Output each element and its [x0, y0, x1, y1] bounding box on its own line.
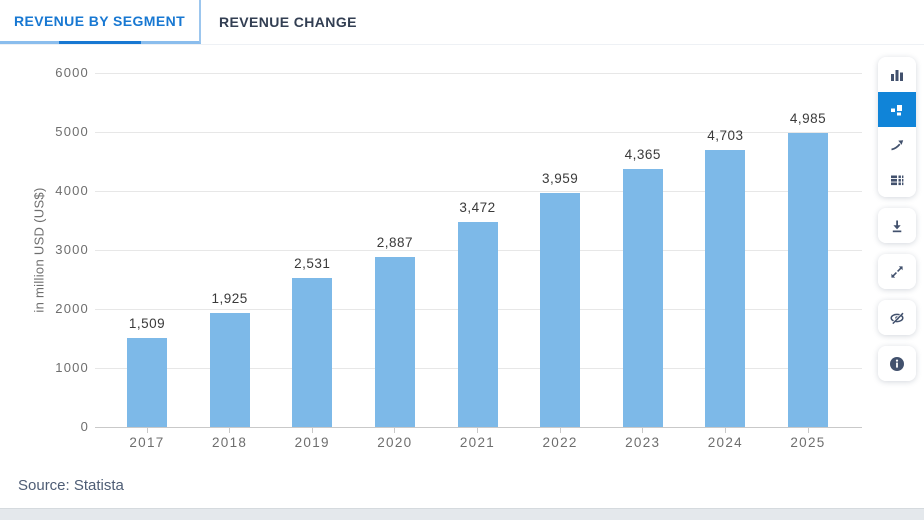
data-table-icon [891, 175, 904, 185]
trend-line-icon [891, 139, 904, 150]
bar[interactable] [374, 257, 415, 427]
y-tick-label: 2000 [55, 301, 89, 316]
fullscreen-expand-icon [891, 265, 903, 278]
y-tick-label: 3000 [55, 242, 89, 257]
y-tick-label: 6000 [55, 65, 89, 80]
x-axis-tick [724, 428, 726, 433]
fullscreen-button[interactable] [878, 254, 916, 289]
x-tick-label: 2017 [129, 435, 165, 450]
y-tick-label: 4000 [55, 183, 89, 198]
bar-value-label: 2,531 [294, 256, 331, 271]
x-axis-tick [807, 428, 809, 433]
bar-value-label: 1,925 [211, 291, 248, 306]
bar[interactable] [705, 150, 746, 427]
tab-revenue-change[interactable]: REVENUE CHANGE [201, 0, 387, 44]
tab-bar: REVENUE BY SEGMENT REVENUE CHANGE [0, 0, 924, 45]
info-group [878, 346, 916, 381]
x-tick-label: 2019 [294, 435, 330, 450]
bar-chart: in million USD (US$) 0 1000 2000 3000 4000 50… [0, 44, 870, 464]
download-icon [892, 220, 902, 232]
x-tick-label: 2023 [625, 435, 661, 450]
x-axis-tick [146, 428, 148, 433]
x-axis-tick [229, 428, 231, 433]
x-tick-label: 2021 [459, 435, 496, 450]
x-tick-label: 2025 [790, 435, 826, 450]
bar-value-label: 3,959 [541, 171, 579, 186]
bar-value-label: 2,887 [376, 235, 414, 250]
x-axis-tick [559, 428, 561, 433]
bar-value-label: 4,365 [624, 147, 661, 162]
bar[interactable] [209, 313, 250, 427]
gridline [95, 191, 862, 192]
chart-type-group [878, 57, 916, 197]
hide-labels-eye-off-icon [890, 311, 904, 324]
fullscreen-group [878, 254, 916, 289]
bar[interactable] [788, 133, 828, 427]
tab-label: REVENUE CHANGE [219, 14, 357, 30]
toolbar-bar-chart-button[interactable] [878, 57, 916, 92]
x-tick-label: 2024 [707, 435, 743, 450]
y-tick-label: 5000 [55, 124, 89, 139]
y-tick-label: 1000 [55, 360, 89, 375]
x-tick-label: 2022 [542, 435, 578, 450]
bar-value-label: 3,472 [459, 200, 496, 215]
x-axis-tick [394, 428, 396, 433]
x-axis-tick [642, 428, 644, 433]
chart-toolbar [878, 57, 916, 392]
toggle-labels-button[interactable] [878, 300, 916, 335]
x-axis-tick [311, 428, 313, 433]
bar-value-label: 1,509 [128, 316, 166, 331]
x-tick-label: 2020 [377, 435, 413, 450]
download-button[interactable] [878, 208, 916, 243]
toolbar-trend-line-button[interactable] [878, 127, 916, 162]
bar[interactable] [622, 169, 663, 427]
download-group [878, 208, 916, 243]
y-tick-label: 0 [80, 419, 89, 434]
bar[interactable] [127, 338, 167, 427]
bar[interactable] [540, 193, 581, 427]
gridline [95, 73, 862, 74]
toggle-labels-group [878, 300, 916, 335]
tab-revenue-by-segment[interactable]: REVENUE BY SEGMENT [0, 0, 201, 44]
bar-value-label: 4,703 [707, 128, 744, 143]
info-icon [890, 356, 904, 371]
toolbar-segmented-chart-button[interactable] [878, 92, 916, 127]
bar-chart-icon [891, 69, 903, 81]
info-button[interactable] [878, 346, 916, 381]
active-tab-indicator [58, 41, 141, 44]
x-tick-label: 2018 [212, 435, 248, 450]
bar-value-label: 4,985 [789, 111, 827, 126]
horizontal-scrollbar-track[interactable] [0, 508, 924, 520]
tab-label: REVENUE BY SEGMENT [13, 12, 186, 29]
bar[interactable] [292, 278, 333, 427]
gridline [95, 132, 862, 133]
segmented-chart-icon [891, 104, 902, 115]
bar[interactable] [457, 222, 498, 427]
x-axis-tick [477, 428, 478, 433]
source-attribution: Source: Statista [18, 477, 124, 494]
toolbar-data-table-button[interactable] [878, 162, 916, 197]
x-axis-line [95, 427, 862, 428]
